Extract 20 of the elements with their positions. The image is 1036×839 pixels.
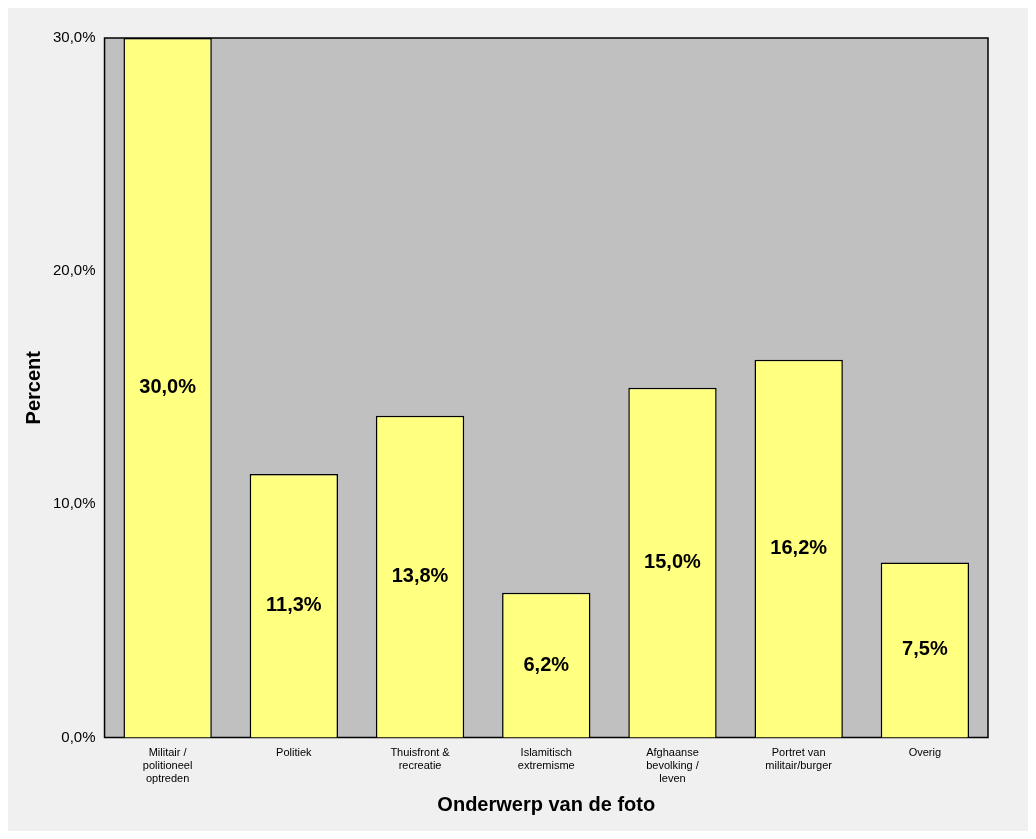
x-tick-label: Islamitisch extremisme	[517, 746, 575, 772]
data-label: 7,5%	[902, 637, 948, 660]
y-axis-title: Percent	[21, 350, 44, 425]
data-label: 13,8%	[391, 564, 449, 587]
data-label: 15,0%	[644, 550, 702, 573]
x-tick-label: Portret van militair/burger	[765, 746, 833, 772]
y-tick-label: 0,0%	[61, 727, 96, 745]
x-axis-title: Onderwerp van de foto	[437, 792, 656, 815]
y-tick-label: 10,0%	[52, 494, 96, 512]
x-tick-label: Thuisfront & recreatie	[390, 746, 451, 772]
x-tick-label: Afghaanse bevolking / leven	[646, 746, 700, 785]
x-tick-label: Overig	[908, 746, 942, 759]
y-tick-label: 20,0%	[52, 261, 96, 279]
data-label: 16,2%	[770, 536, 828, 559]
data-label: 6,2%	[523, 652, 570, 675]
y-tick-label: 30,0%	[52, 28, 96, 46]
data-label: 11,3%	[266, 593, 322, 616]
x-tick-label: Militair / politioneel optreden	[142, 746, 193, 785]
x-tick-label: Politiek	[276, 746, 313, 759]
data-label: 30,0%	[139, 375, 197, 398]
